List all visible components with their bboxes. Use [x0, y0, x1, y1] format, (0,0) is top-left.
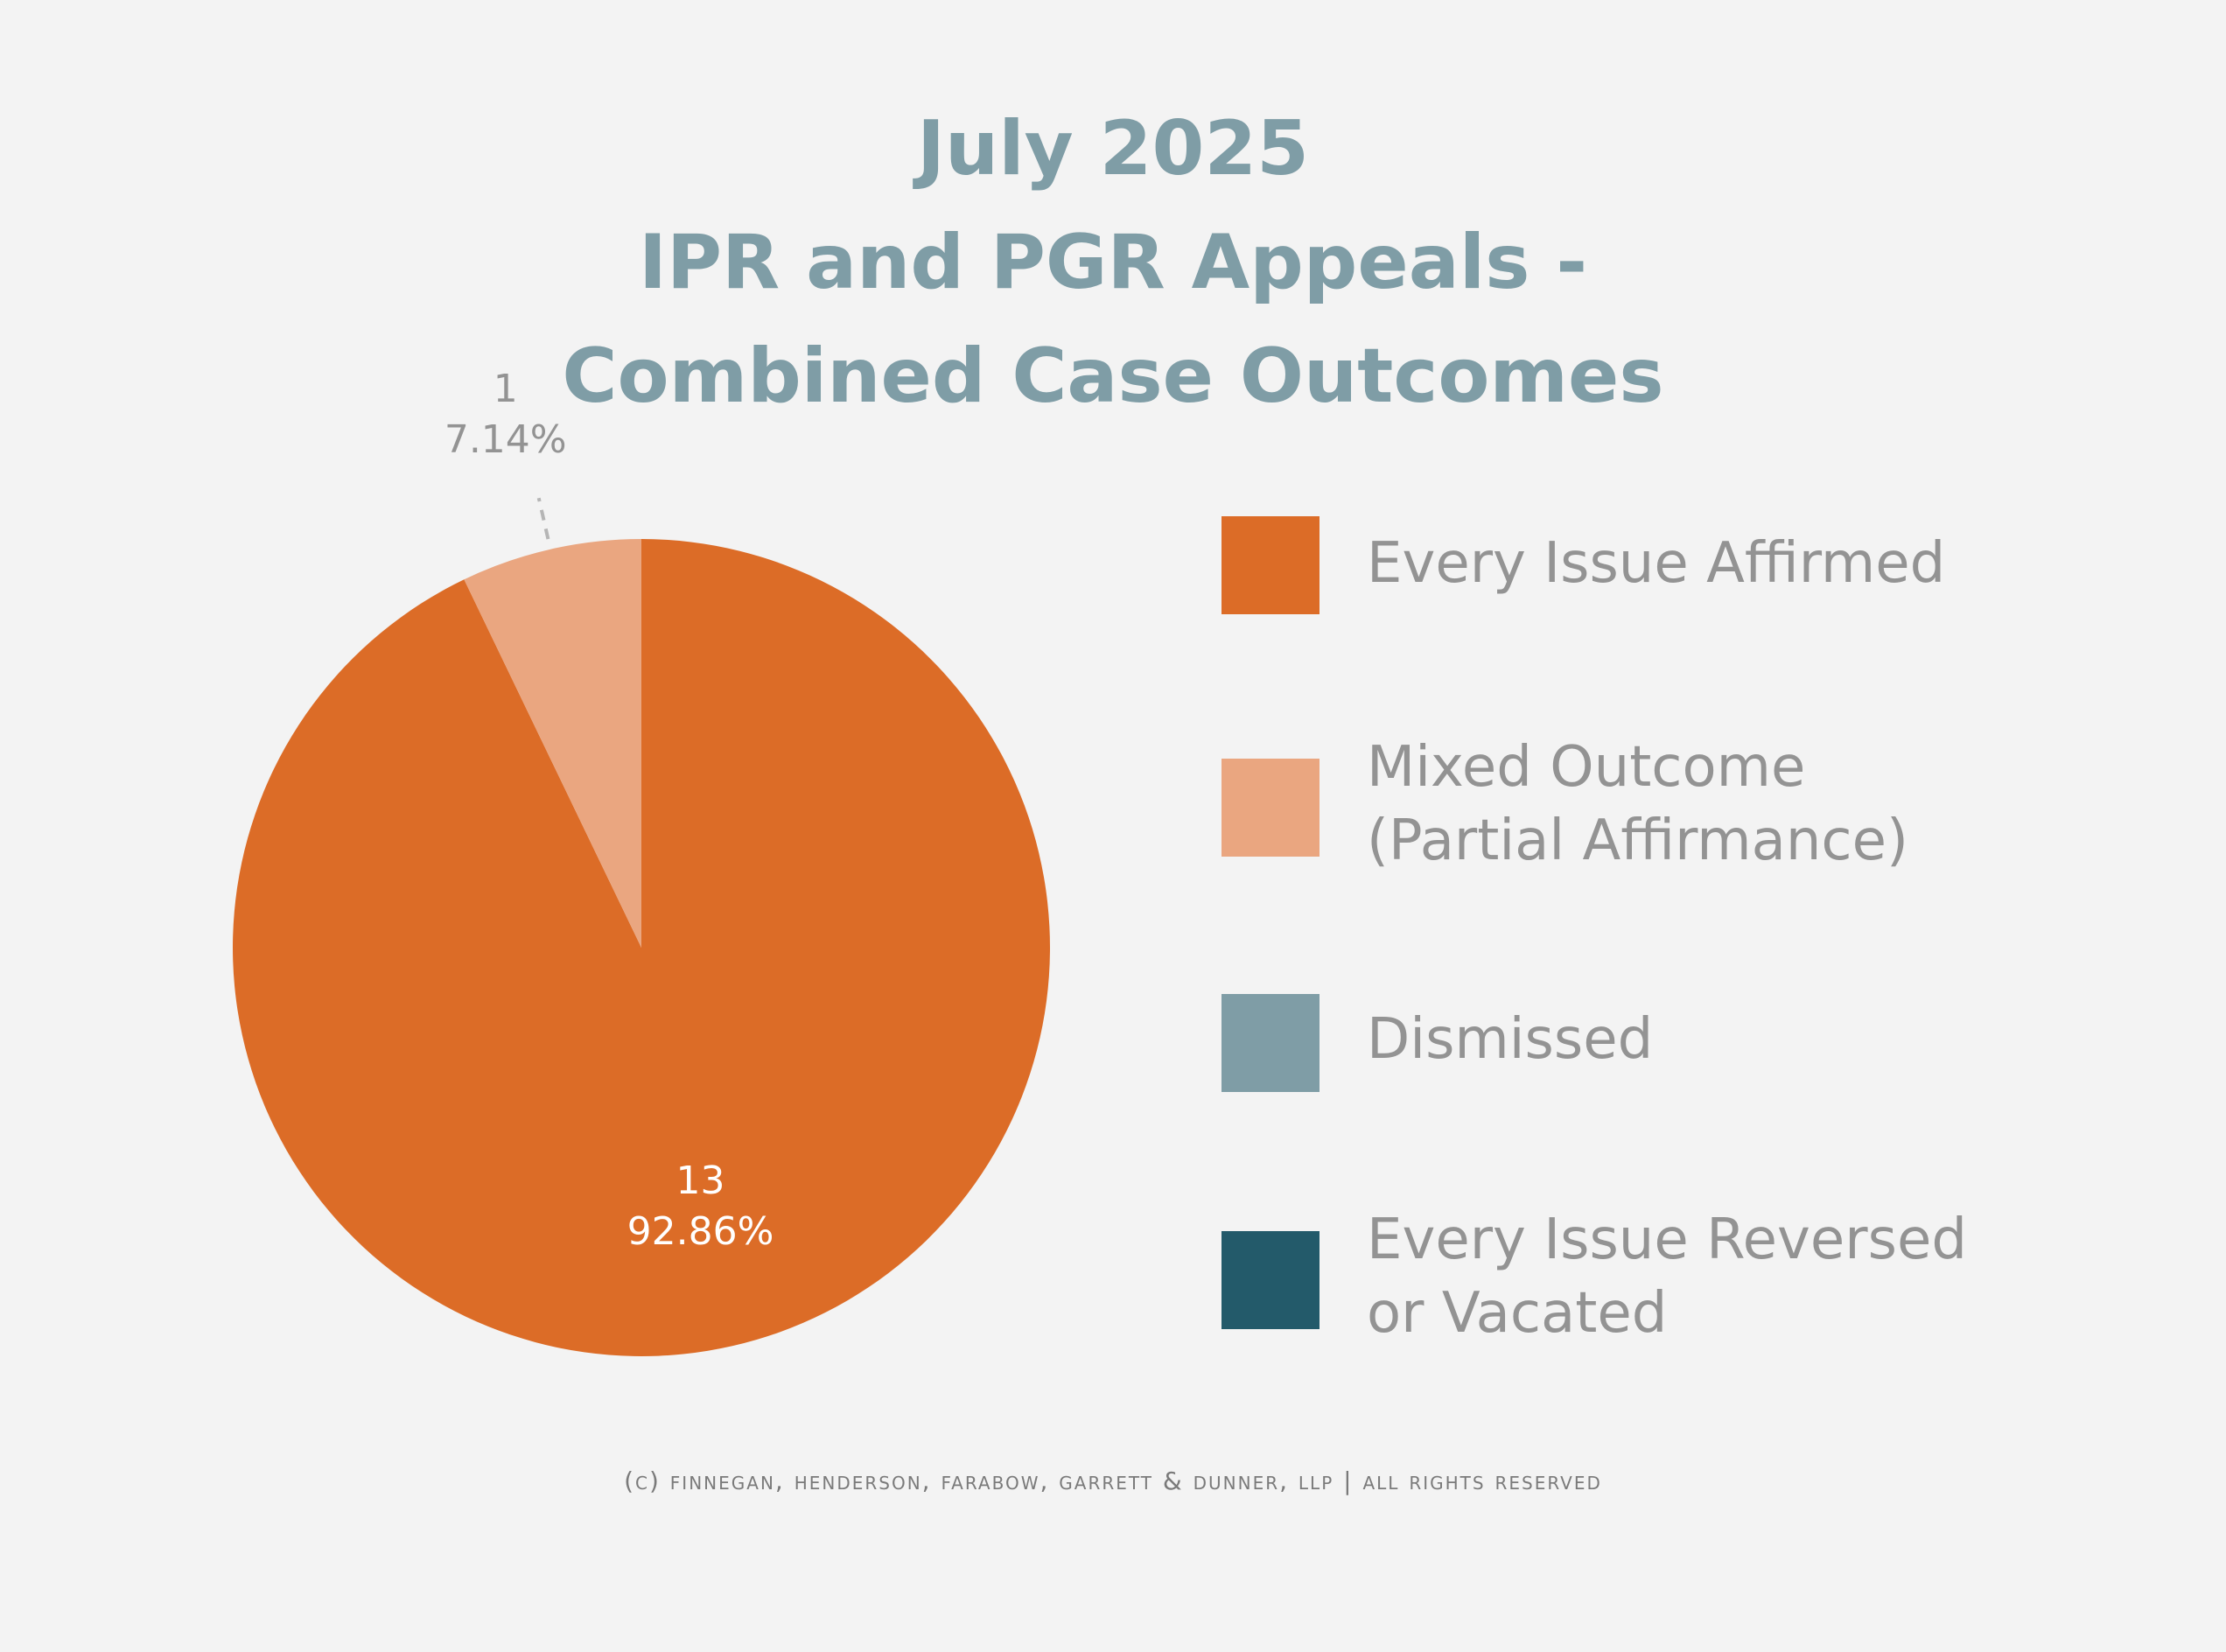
- slice-label-count: 1: [494, 367, 518, 411]
- pie-slice-every-issue-affirmed: [233, 539, 1051, 1357]
- footer-copyright: (c) finnegan, henderson, farabow, garret…: [624, 1466, 1602, 1495]
- legend-label-line: Mixed Outcome: [1367, 735, 1806, 800]
- legend-label-line: Dismissed: [1367, 1007, 1654, 1072]
- legend-swatch-mixed-outcome: [1222, 759, 1320, 857]
- pie-slice-mixed-outcome-partial-affirmance: [464, 539, 641, 948]
- chart-title-line-2: IPR and PGR Appeals -: [638, 219, 1588, 306]
- chart-title: July 2025 IPR and PGR Appeals - Combined…: [0, 92, 2226, 433]
- slice-label-count: 13: [676, 1158, 725, 1203]
- legend-label-mixed-outcome: Mixed Outcome (Partial Affirmance): [1367, 731, 1908, 878]
- chart-title-line-3: Combined Case Outcomes: [562, 332, 1664, 420]
- legend-label-line: (Partial Affirmance): [1367, 808, 1908, 873]
- legend-label-line: or Vacated: [1367, 1281, 1668, 1346]
- chart-title-line-1: July 2025: [916, 105, 1310, 192]
- slice-label-percent: 7.14%: [444, 417, 567, 462]
- legend-swatch-every-issue-reversed: [1222, 1231, 1320, 1329]
- legend-swatch-every-issue-affirmed: [1222, 516, 1320, 614]
- legend-label-dismissed: Dismissed: [1367, 1003, 1653, 1076]
- slice-leader-line: [536, 497, 550, 540]
- chart-legend: Every Issue Affirmed Mixed Outcome (Part…: [1222, 0, 2202, 1652]
- slice-label-percent: 92.86%: [627, 1209, 774, 1254]
- legend-label-every-issue-reversed: Every Issue Reversed or Vacated: [1367, 1203, 1967, 1350]
- legend-label-line: Every Issue Affirmed: [1367, 531, 1946, 596]
- legend-label-line: Every Issue Reversed: [1367, 1208, 1967, 1272]
- pie-chart: 13 92.86% 1 7.14%: [233, 367, 1051, 1357]
- legend-label-every-issue-affirmed: Every Issue Affirmed: [1367, 527, 1945, 600]
- legend-swatch-dismissed: [1222, 994, 1320, 1092]
